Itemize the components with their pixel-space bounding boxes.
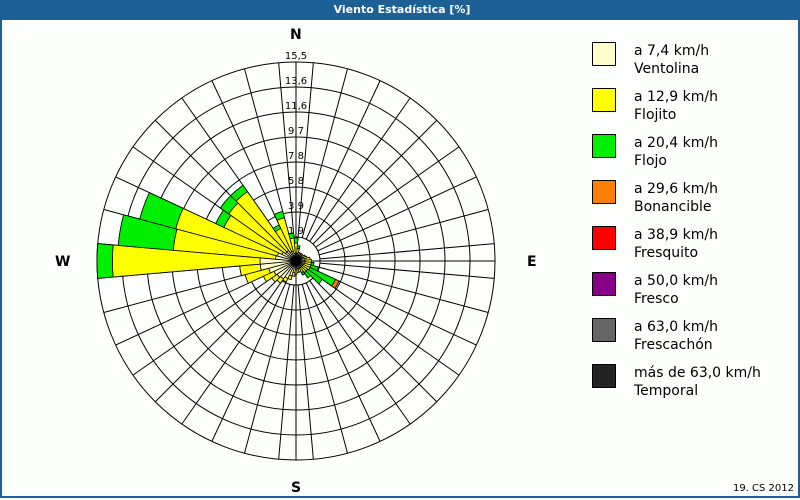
legend-swatch [592, 134, 616, 158]
grid-spoke [278, 284, 295, 460]
compass-label-west: W [55, 254, 71, 270]
grid-spoke [301, 68, 348, 238]
grid-spoke [319, 243, 495, 260]
wind-sector-10 [296, 245, 301, 250]
grid-spoke [297, 284, 314, 460]
radial-tick-label: 7,8 [288, 151, 304, 162]
legend-label: Frescachón [634, 337, 713, 353]
grid-spoke [309, 97, 411, 242]
radial-tick-label: 11,6 [285, 101, 307, 112]
grid-spoke [315, 146, 460, 248]
footer-station-label: 19. CS 2012 [732, 483, 794, 494]
legend-range: a 12,9 km/h [634, 89, 718, 105]
wind-sector-270 [96, 243, 114, 279]
grid-spoke [211, 80, 287, 240]
legend-swatch [592, 226, 616, 250]
legend-swatch [592, 180, 616, 204]
grid-spoke [297, 62, 314, 238]
grid-spoke [312, 119, 438, 245]
radial-tick-label: 15,5 [285, 51, 307, 62]
grid-spoke [319, 262, 495, 279]
wind-sector-140 [303, 270, 312, 279]
wind-sector-320 [230, 184, 248, 202]
grid-spoke [244, 68, 291, 238]
wind-sector-130 [305, 268, 323, 285]
legend-swatch [592, 318, 616, 342]
grid-spoke [317, 176, 477, 252]
grid-spoke [132, 274, 277, 376]
legend-range: a 63,0 km/h [634, 319, 718, 335]
wind-rose-chart: 1,9 3,9 5,8 7,8 9,7 11,6 13,6 15,5 [96, 51, 496, 461]
grid-spoke [301, 284, 348, 454]
legend-range: a 20,4 km/h [634, 135, 718, 151]
radial-tick-label: 1,9 [288, 226, 304, 237]
legend-swatch [592, 364, 616, 388]
legend-label: Flojito [634, 107, 677, 123]
grid-spoke [211, 282, 287, 442]
grid-spoke [115, 270, 275, 346]
legend-label: Flojo [634, 153, 667, 169]
legend-range: a 7,4 km/h [634, 43, 710, 59]
radial-tick-label: 13,6 [285, 76, 307, 87]
grid-spoke [309, 280, 411, 425]
legend-range: a 29,6 km/h [634, 181, 718, 197]
legend-label: Fresco [634, 291, 679, 307]
wind-sector-340 [273, 210, 285, 221]
grid-spoke [278, 62, 295, 238]
wind-sector-290 [139, 192, 184, 230]
window-title: Viento Estadística [%] [2, 0, 800, 20]
grid-spoke [317, 270, 477, 346]
legend-label: Bonancible [634, 199, 712, 215]
legend-range: a 38,9 km/h [634, 227, 718, 243]
legend-swatch [592, 272, 616, 296]
chart-area: 1,9 3,9 5,8 7,8 9,7 11,6 13,6 15,5 N E S W a 7,… [2, 20, 800, 500]
wind-sector-280 [117, 214, 178, 251]
grid-spoke [154, 277, 280, 403]
radial-tick-label: 9,7 [288, 126, 304, 137]
grid-spoke [244, 284, 291, 454]
grid-spoke [305, 80, 381, 240]
grid-spoke [315, 274, 460, 376]
legend-label: Fresquito [634, 245, 699, 261]
grid-spoke [319, 266, 489, 313]
wind-sector-350 [288, 232, 295, 240]
legend-label: Ventolina [634, 61, 700, 77]
grid-spoke [181, 280, 283, 425]
compass-label-south: S [291, 480, 302, 496]
grid-spoke [319, 209, 489, 256]
wind-sector-150 [300, 270, 306, 276]
radial-tick-label: 5,8 [288, 176, 304, 187]
legend-swatch [592, 88, 616, 112]
compass-label-north: N [290, 27, 302, 43]
grid-spoke [305, 282, 381, 442]
legend-label: Temporal [634, 383, 699, 399]
legend-range: más de 63,0 km/h [634, 365, 761, 381]
compass-label-east: E [527, 254, 537, 270]
legend-range: a 50,0 km/h [634, 273, 718, 289]
grid-spoke [312, 277, 438, 403]
radial-tick-label: 3,9 [288, 201, 304, 212]
legend-swatch [592, 42, 616, 66]
wind-sector-120 [331, 278, 340, 289]
